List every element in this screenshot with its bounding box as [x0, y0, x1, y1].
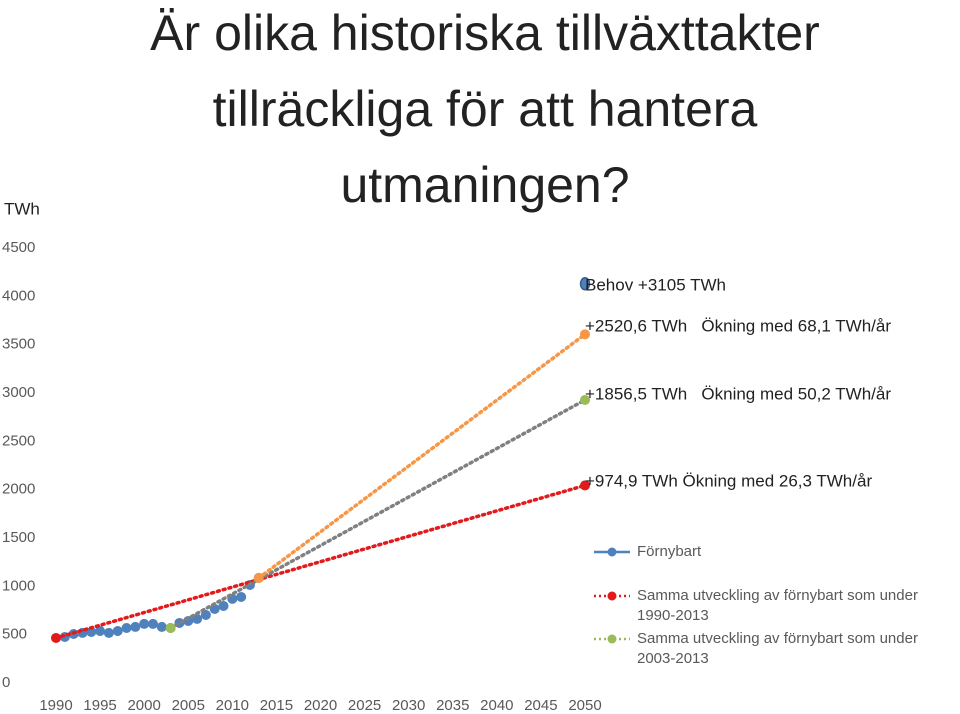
- x-tick-label: 2040: [480, 697, 513, 714]
- x-tick-label: 1990: [39, 697, 72, 714]
- x-tick-label: 2020: [304, 697, 337, 714]
- y-tick-label: 2000: [2, 481, 35, 498]
- data-point: [130, 621, 141, 632]
- data-point: [236, 591, 247, 602]
- y-tick-label: 3500: [2, 336, 35, 353]
- x-tick-label: 1995: [83, 697, 116, 714]
- trend-line: [257, 332, 587, 580]
- data-point: [51, 632, 61, 643]
- x-tick-label: 2035: [436, 697, 469, 714]
- legend-marker: [607, 591, 617, 601]
- legend-marker: [607, 547, 617, 557]
- data-point: [95, 625, 106, 636]
- annotation: Behov +3105 TWh: [585, 275, 726, 294]
- y-tick-label: 3000: [2, 384, 35, 401]
- y-tick-label: 0: [2, 674, 10, 691]
- y-tick-label: 1000: [2, 577, 35, 594]
- y-tick-label: 500: [2, 626, 27, 643]
- trend-line: [168, 398, 587, 630]
- chart-title: utmaningen?: [340, 157, 630, 213]
- data-point: [121, 622, 132, 633]
- x-tick-label: 2030: [392, 697, 425, 714]
- data-point: [103, 627, 114, 638]
- annotation: +2520,6 TWh Ökning med 68,1 TWh/år: [585, 316, 891, 335]
- x-tick-label: 2005: [172, 697, 205, 714]
- data-point: [579, 277, 591, 291]
- y-tick-label: 4000: [2, 287, 35, 304]
- x-tick-label: 2010: [216, 697, 249, 714]
- data-point: [253, 572, 264, 583]
- y-axis-label: TWh: [4, 199, 40, 218]
- chart-title: Är olika historiska tillväxttakter: [150, 5, 820, 61]
- data-point: [165, 622, 176, 633]
- y-tick-label: 1500: [2, 529, 35, 546]
- data-point: [139, 618, 150, 629]
- y-tick-label: 4500: [2, 239, 35, 256]
- data-point: [580, 329, 590, 340]
- chart-title: tillräckliga för att hantera: [212, 81, 758, 137]
- legend-label: Förnybart: [637, 543, 702, 560]
- x-tick-label: 2000: [127, 697, 160, 714]
- data-point: [147, 618, 158, 629]
- x-tick-label: 2050: [568, 697, 601, 714]
- data-point: [580, 394, 590, 405]
- data-point: [200, 609, 211, 620]
- annotation: +974,9 TWh Ökning med 26,3 TWh/år: [585, 471, 872, 490]
- data-point: [156, 621, 167, 632]
- data-point: [580, 480, 590, 491]
- y-tick-label: 2500: [2, 432, 35, 449]
- data-point: [86, 626, 97, 637]
- x-tick-label: 2045: [524, 697, 557, 714]
- annotation: +1856,5 TWh Ökning med 50,2 TWh/år: [585, 384, 891, 403]
- trend-line: [54, 483, 587, 640]
- legend-label: Samma utveckling av förnybart som under …: [637, 587, 918, 624]
- x-tick-label: 2015: [260, 697, 293, 714]
- legend-label: Samma utveckling av förnybart som under …: [637, 630, 918, 667]
- x-tick-label: 2025: [348, 697, 381, 714]
- data-point: [218, 600, 229, 611]
- legend-marker: [607, 634, 617, 644]
- data-point: [112, 625, 123, 636]
